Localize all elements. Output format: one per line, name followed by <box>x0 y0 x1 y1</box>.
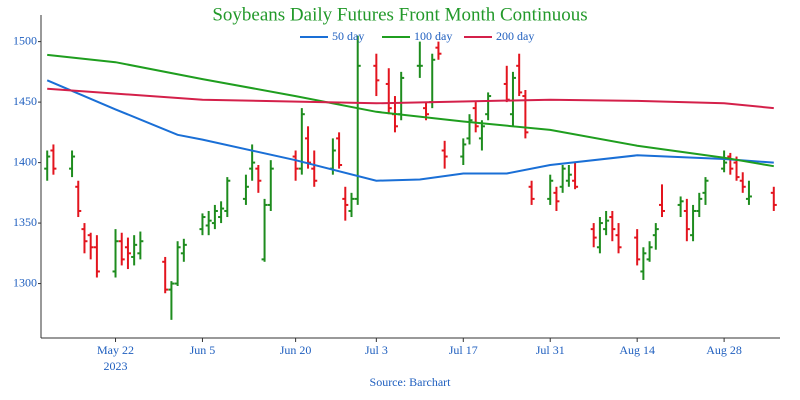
x-tick-label: Aug 28 <box>706 343 742 357</box>
y-tick-label: 1450 <box>13 94 37 108</box>
legend-label: 100 day <box>414 29 452 43</box>
x-tick-label: Aug 14 <box>619 343 655 357</box>
source-note: Source: Barchart <box>370 375 452 389</box>
moving-average-line <box>46 79 774 182</box>
x-tick-label: May 22 <box>97 343 134 357</box>
y-tick-label: 1300 <box>13 275 37 289</box>
x-tick-label: Jun 5 <box>190 343 216 357</box>
x-tick-label: Jul 3 <box>365 343 388 357</box>
x-tick-label: Jun 20 <box>280 343 312 357</box>
y-tick-label: 1400 <box>13 154 37 168</box>
x-year-label: 2023 <box>104 359 128 373</box>
moving-average-line <box>47 87 774 110</box>
x-tick-label: Jul 31 <box>536 343 565 357</box>
legend-label: 200 day <box>496 29 534 43</box>
y-tick-label: 1500 <box>13 33 37 47</box>
y-tick-label: 1350 <box>13 215 37 229</box>
moving-average-line <box>47 53 774 168</box>
x-tick-label: Jul 17 <box>449 343 478 357</box>
chart-title: Soybeans Daily Futures Front Month Conti… <box>212 4 587 25</box>
legend-label: 50 day <box>332 29 364 43</box>
